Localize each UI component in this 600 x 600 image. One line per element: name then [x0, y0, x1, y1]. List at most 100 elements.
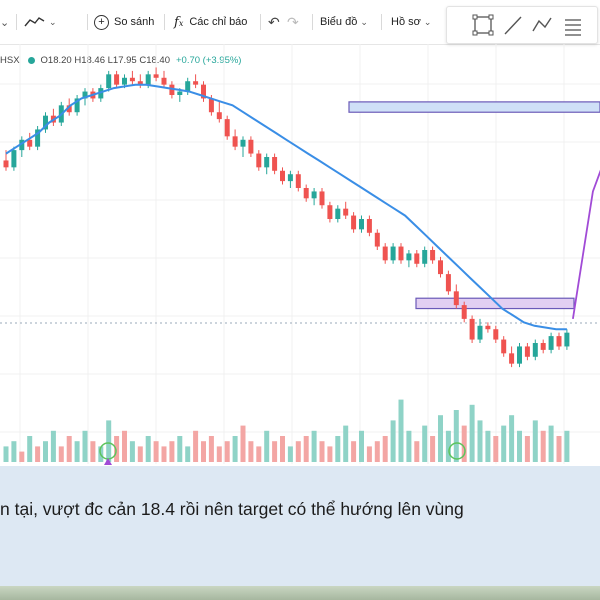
exchange-label: HSX	[0, 54, 20, 66]
candle-body	[256, 153, 262, 168]
horizontal-lines-tool-icon[interactable]	[565, 19, 581, 36]
bottom-strip	[0, 586, 600, 600]
volume-bar	[129, 441, 135, 462]
candle-body	[122, 77, 127, 85]
line-style-icon[interactable]: ⌄	[24, 12, 57, 32]
volume-bar	[556, 436, 562, 462]
volume-bar	[438, 415, 443, 462]
volume-bar	[524, 436, 530, 462]
path-tool-icon[interactable]	[532, 17, 552, 32]
legend-close: C18.40	[139, 54, 170, 66]
volume-bar	[232, 436, 238, 462]
function-icon: fx	[174, 14, 184, 30]
drawing-toolbar	[446, 6, 598, 44]
legend-change: +0.70 (+3.95%)	[175, 54, 242, 66]
volume-bar	[564, 430, 570, 462]
volume-bar	[287, 446, 293, 462]
candle-body	[137, 81, 143, 85]
marker-circle-icon	[448, 442, 466, 460]
candle-body	[493, 329, 499, 340]
candle-body	[461, 305, 467, 319]
candle-body	[272, 157, 278, 171]
indicators-label: Các chỉ báo	[189, 16, 248, 28]
undo-icon[interactable]: ↶	[268, 13, 280, 30]
chart-toolbar: ⌄ ⌄ + So sánh fx Các chỉ báo ↶ ↷ Biểu đồ…	[0, 0, 600, 45]
candle-body	[438, 260, 443, 275]
legend-low: L17.95	[107, 54, 137, 66]
legend-open: O18.20	[40, 54, 72, 66]
candle-body	[193, 81, 199, 85]
volume-bar	[311, 430, 317, 462]
volume-bar	[406, 430, 412, 462]
candle-body	[43, 115, 48, 130]
volume-bar	[445, 430, 451, 462]
chart-type-label: Biểu đồ	[320, 16, 358, 28]
candle-body	[382, 246, 388, 261]
volume-bar	[74, 441, 80, 462]
candle-body	[501, 339, 507, 354]
volume-bar	[240, 425, 246, 462]
candle-body	[66, 105, 72, 113]
volume-bar	[3, 446, 9, 462]
candle-body	[106, 74, 112, 89]
volume-bar	[216, 446, 222, 462]
candle-body	[303, 188, 309, 199]
price-chart[interactable]	[0, 44, 600, 466]
volume-bar	[374, 441, 380, 462]
chart-type-dropdown[interactable]: Biểu đồ ⌄	[320, 12, 368, 32]
volume-bar	[224, 441, 230, 462]
candle-body	[169, 84, 175, 95]
candle-body	[540, 343, 546, 350]
compare-label: So sánh	[114, 16, 155, 28]
projection-path	[572, 169, 600, 320]
volume-bar	[351, 441, 357, 462]
comment-text: n tại, vượt đc cản 18.4 rồi nên target c…	[0, 499, 464, 519]
candle-body	[248, 139, 254, 154]
chevron-down-icon: ⌄	[360, 16, 368, 27]
redo-icon[interactable]: ↷	[287, 13, 299, 30]
chevron-down-icon[interactable]: ⌄	[0, 16, 10, 29]
indicators-button[interactable]: fx Các chỉ báo	[174, 12, 247, 32]
volume-bar	[501, 425, 507, 462]
volume-bar	[185, 446, 191, 462]
candle-body	[224, 119, 230, 137]
volume-bar	[414, 441, 420, 462]
candle-body	[548, 336, 554, 350]
rectangle-tool-icon[interactable]	[472, 14, 494, 36]
volume-bar	[193, 430, 199, 462]
trend-line-tool-icon[interactable]	[504, 16, 522, 35]
candle-body	[524, 346, 530, 357]
candle-body	[327, 205, 333, 219]
volume-bar	[58, 446, 64, 462]
candle-body	[280, 170, 285, 182]
volume-bar	[208, 436, 214, 462]
candle-body	[430, 250, 436, 261]
volume-bar	[201, 441, 206, 462]
candle-body	[351, 215, 357, 230]
volume-bar	[145, 436, 151, 462]
candle-body	[161, 77, 167, 85]
volume-bar	[264, 430, 270, 462]
candle-body	[35, 129, 41, 147]
candle-body	[185, 81, 191, 92]
candle-body	[564, 332, 570, 347]
volume-bar	[161, 446, 167, 462]
candle-body	[453, 291, 459, 306]
event-marker-icon	[104, 458, 112, 465]
volume-bar	[382, 436, 388, 462]
volume-bar	[398, 399, 404, 462]
candle-body	[335, 208, 341, 219]
compare-button[interactable]: + So sánh	[94, 12, 154, 32]
volume-bar	[327, 446, 333, 462]
volume-bar	[517, 430, 522, 462]
volume-bar	[153, 441, 159, 462]
status-dot-icon	[27, 56, 35, 64]
volume-bar	[335, 436, 341, 462]
volume-bar	[43, 441, 48, 462]
candle-body	[319, 191, 325, 206]
volume-bar	[66, 436, 72, 462]
candle-body	[19, 139, 25, 151]
plus-circle-icon: +	[94, 14, 109, 30]
profile-dropdown[interactable]: Hồ sơ ⌄	[391, 12, 431, 32]
resistance-zone	[348, 101, 600, 113]
